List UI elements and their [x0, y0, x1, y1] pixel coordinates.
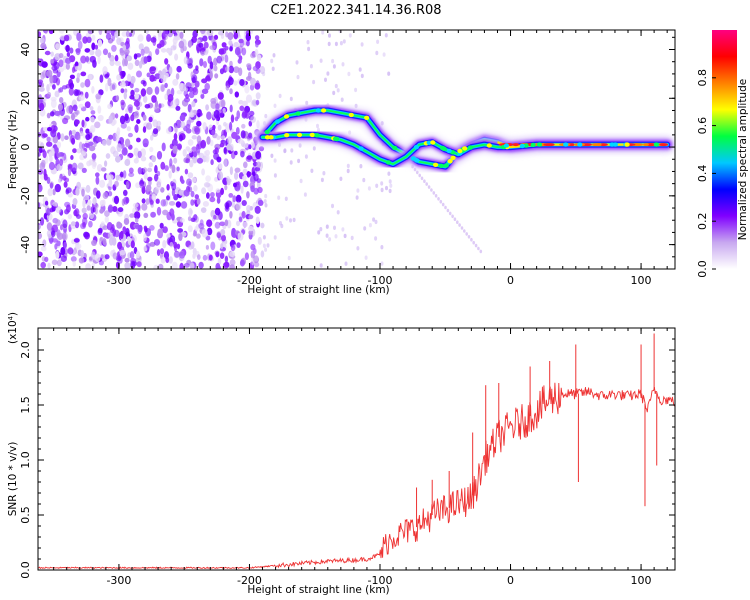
signal-hotspot: [643, 143, 649, 147]
snr-x-axis-label: Height of straight line (km): [247, 584, 389, 596]
signal-blob: [309, 132, 315, 138]
y-tick-label: 1.5: [19, 396, 32, 414]
x-tick-label: 0: [507, 574, 514, 587]
snr-frame: [37, 327, 676, 571]
signal-blob: [414, 158, 420, 163]
y-tick-label: 2.0: [19, 341, 32, 359]
signal-hotspot: [512, 143, 520, 147]
signal-blob: [364, 115, 370, 121]
noise-speckle: [38, 30, 483, 269]
signal-hotspot: [632, 143, 644, 147]
signal-blob: [443, 163, 449, 168]
y-tick-label: 0: [19, 144, 32, 151]
x-tick-label: 100: [631, 574, 652, 587]
colorbar-label: Normalized spectral amplitude: [737, 79, 749, 240]
signal-blob: [268, 135, 274, 140]
x-tick-label: -200: [237, 574, 262, 587]
signal-blob: [296, 132, 303, 138]
signal-blob: [314, 133, 320, 138]
chart-title: C2E1.2022.341.14.36.R08: [270, 3, 441, 18]
signal-blob: [530, 142, 536, 148]
signal-blob: [446, 148, 452, 154]
spectrogram-x-axis: -300 -200 -100 0 100: [53, 30, 668, 287]
signal-blob: [486, 143, 492, 148]
signal-trace: [255, 103, 675, 174]
x-tick-label: 0: [507, 274, 514, 287]
colorbar: 0.0 0.2 0.4 0.6 0.8 Normalized spectral ampl…: [696, 30, 749, 278]
snr-y-axis-label: SNR (10 * v/v): [7, 442, 19, 517]
signal-blob: [503, 143, 510, 148]
signal-blob: [385, 160, 392, 165]
signal-blob: [392, 145, 398, 151]
colorbar-tick-label: 0.4: [696, 165, 709, 183]
y-tick-label: 20: [19, 91, 32, 105]
signal-hotspot: [543, 143, 553, 147]
spectrogram-y-axis: -40 -20 0 20 40: [19, 36, 675, 270]
signal-blob: [441, 146, 447, 151]
signal-blob: [283, 114, 290, 119]
y-tick-label: 0.5: [19, 506, 32, 524]
signal-blob: [457, 148, 463, 154]
signal-blob: [563, 142, 569, 147]
snr-y-multiplier: (x10⁴): [7, 312, 19, 344]
signal-blob: [321, 108, 327, 113]
spectrogram-y-axis-label: Frequency (Hz): [7, 110, 19, 189]
signal-blob: [348, 112, 354, 118]
signal-blob: [284, 133, 290, 138]
signal-blob: [519, 143, 525, 149]
signal-hotspot: [595, 143, 602, 147]
x-tick-label: 100: [631, 274, 652, 287]
signal-blob: [264, 129, 270, 135]
colorbar-tick-label: 0.6: [696, 117, 709, 135]
signal-blob: [413, 145, 419, 150]
signal-blob: [536, 142, 543, 147]
x-tick-label: -100: [368, 274, 393, 287]
snr-y-axis: 0.0 0.5 1.0 1.5 2.0: [19, 338, 675, 579]
signal-blob: [264, 135, 271, 140]
colorbar-tick-label: 0.2: [696, 212, 709, 230]
signal-hotspot: [659, 143, 669, 147]
signal-blob: [653, 142, 660, 147]
signal-blob: [295, 111, 301, 116]
colorbar-gradient: [712, 30, 737, 269]
signal-blob: [447, 159, 453, 164]
snr-plot-area: [38, 333, 675, 570]
y-tick-label: 40: [19, 43, 32, 57]
spectrogram-frame: [37, 29, 676, 270]
colorbar-ticks: 0.0 0.2 0.4 0.6 0.8: [696, 69, 716, 278]
snr-spikes: [416, 333, 658, 528]
signal-blob: [274, 119, 281, 124]
signal-blob: [609, 142, 615, 147]
colorbar-tick-label: 0.0: [696, 260, 709, 278]
x-tick-label: -300: [106, 274, 131, 287]
y-tick-label: -40: [19, 236, 32, 254]
signal-blob: [462, 146, 468, 151]
signal-blob: [577, 142, 583, 147]
snr-x-axis: -300 -200 -100 0 100: [53, 328, 668, 587]
colorbar-tick-label: 0.8: [696, 69, 709, 87]
signal-blob: [450, 155, 456, 160]
snr-line: [38, 382, 675, 570]
signal-blob: [433, 162, 439, 167]
x-tick-label: -100: [368, 574, 393, 587]
snr-panel: -300 -200 -100 0 100 0.0 0.5 1.0 1.5 2.0 Height …: [7, 312, 676, 596]
y-tick-label: -20: [19, 187, 32, 205]
y-tick-label: 1.0: [19, 451, 32, 469]
x-tick-label: -200: [237, 274, 262, 287]
signal-blob: [523, 143, 529, 148]
signal-blob: [438, 163, 444, 168]
signal-hotspot: [599, 143, 608, 147]
signal-blob: [358, 146, 364, 151]
signal-blob: [334, 136, 340, 142]
signal-blob: [315, 108, 321, 113]
y-tick-label: 0.0: [19, 561, 32, 579]
signal-blob: [430, 140, 436, 145]
spectrogram-area: [38, 30, 675, 269]
x-tick-label: -300: [106, 574, 131, 587]
spectrogram-x-axis-label: Height of straight line (km): [247, 284, 389, 296]
signal-blob: [624, 142, 630, 147]
signal-blob: [467, 145, 474, 150]
